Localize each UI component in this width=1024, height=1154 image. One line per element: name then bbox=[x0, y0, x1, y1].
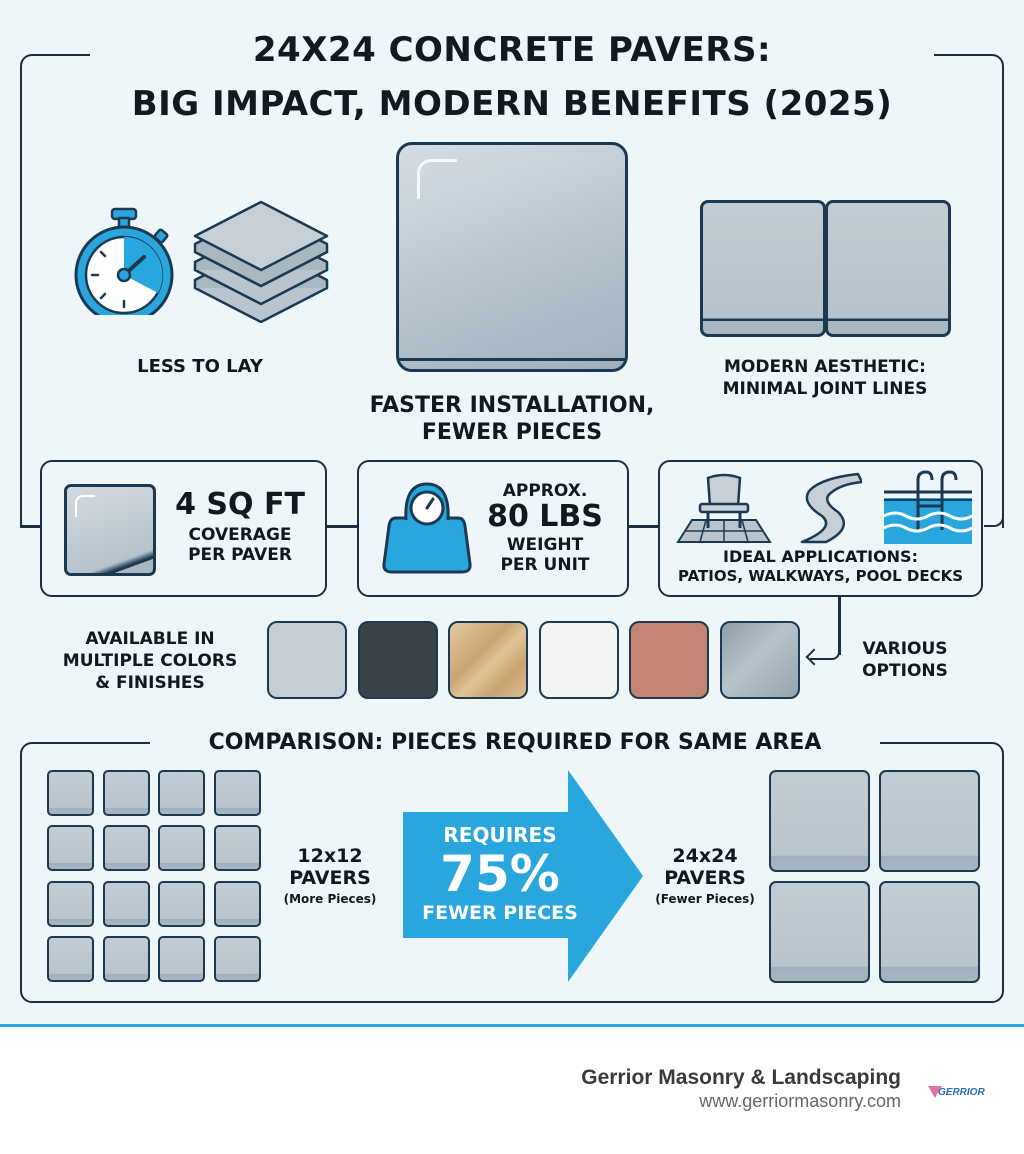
applications-label-2: PATIOS, WALKWAYS, POOL DECKS bbox=[677, 567, 964, 585]
coverage-value: 4 SQ FT bbox=[175, 487, 305, 522]
swatch-charcoal bbox=[358, 621, 438, 699]
various-options-label-1: VARIOUS bbox=[862, 639, 948, 659]
applications-label-1: IDEAL APPLICATIONS: bbox=[723, 547, 918, 566]
arrow-top-label: REQUIRES bbox=[443, 823, 557, 847]
modern-aesthetic-label-2: MINIMAL JOINT LINES bbox=[722, 379, 928, 399]
walkway-icon bbox=[800, 472, 862, 544]
faster-installation-label-2: FEWER PIECES bbox=[421, 420, 603, 445]
arrow-value-label: 75% bbox=[440, 845, 560, 903]
footer-divider bbox=[0, 1024, 1024, 1027]
swatch-light-gray bbox=[267, 621, 347, 699]
modern-aesthetic-label-1: MODERN AESTHETIC: bbox=[724, 357, 926, 377]
reduction-arrow-icon bbox=[403, 770, 643, 982]
less-to-lay-label: LESS TO LAY bbox=[137, 356, 263, 377]
title-mask bbox=[90, 40, 934, 70]
colors-label-3: & FINISHES bbox=[95, 673, 205, 693]
colors-label-2: MULTIPLE COLORS bbox=[62, 651, 238, 671]
coverage-label-1: COVERAGE bbox=[188, 525, 292, 545]
coverage-label-2: PER PAVER bbox=[188, 545, 292, 565]
connector-line bbox=[984, 440, 1004, 527]
joint-paver-right bbox=[825, 200, 951, 337]
logo-triangle-icon bbox=[928, 1086, 942, 1098]
small-paver-icon bbox=[64, 484, 156, 576]
comparison-title-mask bbox=[150, 730, 880, 756]
right-note-label: (Fewer Pieces) bbox=[655, 892, 755, 906]
title-line-2: BIG IMPACT, MODERN BENEFITS (2025) bbox=[131, 84, 893, 124]
swatch-sand bbox=[448, 621, 528, 699]
logo-text: GERRIOR bbox=[938, 1087, 985, 1098]
weight-label-1: WEIGHT bbox=[506, 535, 584, 555]
swatch-terracotta bbox=[629, 621, 709, 699]
weight-value: 80 LBS bbox=[487, 499, 603, 534]
large-paver-icon bbox=[396, 142, 628, 372]
title-line-1: 24X24 CONCRETE PAVERS: bbox=[252, 30, 772, 70]
left-note-label: (More Pieces) bbox=[283, 892, 377, 906]
weight-label-2: PER UNIT bbox=[500, 555, 590, 575]
paver-stack-icon bbox=[193, 200, 329, 323]
footer-company-name: Gerrior Masonry & Landscaping bbox=[581, 1066, 901, 1089]
various-options-label-2: OPTIONS bbox=[862, 661, 948, 681]
connector-line bbox=[326, 525, 360, 528]
right-size-label: 24x24 bbox=[672, 845, 738, 867]
comparison-title: COMPARISON: PIECES REQUIRED FOR SAME ARE… bbox=[208, 730, 822, 755]
swatch-steel bbox=[720, 621, 800, 699]
weight-scale-icon bbox=[382, 482, 472, 574]
connector-line bbox=[20, 525, 42, 528]
weight-prefix: APPROX. bbox=[502, 481, 588, 501]
arrow-bottom-label: FEWER PIECES bbox=[422, 902, 578, 924]
left-pavers-label: PAVERS bbox=[289, 867, 371, 889]
connector-line bbox=[626, 525, 660, 528]
arrow-connector bbox=[810, 640, 840, 660]
stopwatch-icon bbox=[74, 207, 174, 315]
left-size-label: 12x12 bbox=[297, 845, 363, 867]
pool-ladder-icon bbox=[884, 470, 972, 544]
joint-paver-left bbox=[700, 200, 826, 337]
right-pavers-label: PAVERS bbox=[664, 867, 746, 889]
faster-installation-label-1: FASTER INSTALLATION, bbox=[369, 393, 655, 418]
connector-line bbox=[838, 597, 841, 655]
swatch-white bbox=[539, 621, 619, 699]
company-logo: GERRIOR bbox=[928, 1086, 998, 1102]
footer-url[interactable]: www.gerriormasonry.com bbox=[699, 1091, 901, 1111]
colors-label-1: AVAILABLE IN bbox=[85, 629, 215, 649]
patio-chair-icon bbox=[676, 473, 772, 543]
